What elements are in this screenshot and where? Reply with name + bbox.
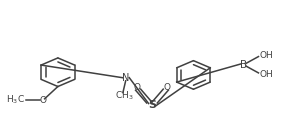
Text: B: B [240, 60, 247, 70]
Text: S: S [148, 100, 156, 110]
Text: O: O [164, 83, 171, 92]
Text: OH: OH [260, 51, 274, 60]
Text: O: O [133, 83, 140, 92]
Text: CH$_3$: CH$_3$ [115, 90, 134, 102]
Text: N: N [122, 73, 129, 83]
Text: O: O [39, 96, 46, 105]
Text: OH: OH [260, 70, 274, 79]
Text: H$_3$C: H$_3$C [6, 94, 25, 106]
